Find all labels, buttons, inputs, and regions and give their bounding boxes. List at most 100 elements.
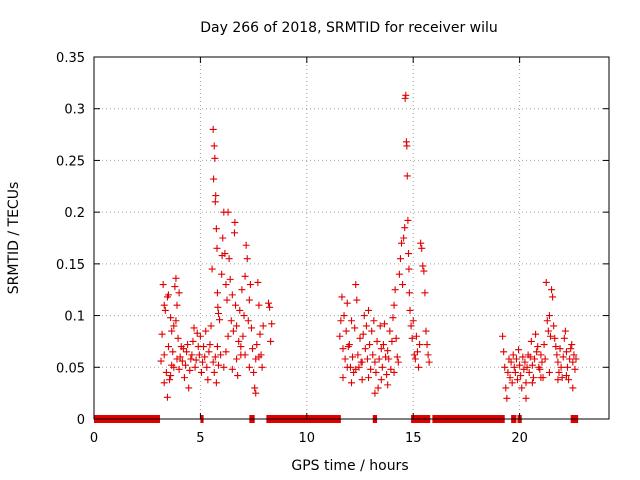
y-tick-label: 0.2 — [64, 206, 85, 221]
y-tick-label: 0 — [77, 413, 85, 428]
data-point — [210, 175, 218, 183]
data-point — [267, 337, 275, 345]
data-point — [228, 291, 236, 299]
data-point — [342, 327, 350, 335]
x-axis-title: GPS time / hours — [291, 458, 408, 474]
data-point — [389, 314, 397, 322]
data-point — [179, 345, 187, 353]
data-point — [352, 281, 360, 289]
data-point — [537, 374, 545, 382]
data-point — [528, 361, 536, 369]
data-point — [223, 296, 231, 304]
data-point — [522, 394, 530, 402]
y-axis-title: SRMTID / TECUs — [6, 182, 22, 295]
data-point — [340, 312, 348, 320]
data-point — [167, 372, 175, 380]
data-point — [200, 343, 208, 351]
data-point — [405, 265, 413, 273]
data-point — [507, 358, 515, 366]
data-point — [406, 306, 414, 314]
data-point — [208, 265, 216, 273]
data-point — [249, 345, 257, 353]
data-point — [205, 348, 213, 356]
data-point — [172, 274, 180, 282]
data-point — [231, 218, 239, 226]
data-point — [242, 241, 250, 249]
data-point — [180, 374, 188, 382]
data-point — [209, 358, 217, 366]
data-point — [214, 310, 222, 318]
data-point — [554, 358, 562, 366]
data-point — [246, 281, 254, 289]
data-point — [203, 363, 211, 371]
data-point — [212, 225, 220, 233]
data-point — [345, 341, 353, 349]
data-point — [566, 355, 574, 363]
data-point — [407, 322, 415, 330]
data-point — [399, 281, 407, 289]
data-point — [513, 376, 521, 384]
data-point — [225, 255, 233, 263]
data-point — [210, 142, 218, 150]
data-point — [170, 363, 178, 371]
data-point — [503, 394, 511, 402]
data-point — [561, 327, 569, 335]
data-point — [236, 306, 244, 314]
data-point — [233, 355, 241, 363]
data-point — [362, 322, 370, 330]
data-point — [234, 372, 242, 380]
data-point — [160, 351, 168, 359]
data-point — [182, 361, 190, 369]
data-point — [376, 322, 384, 330]
data-point — [228, 365, 236, 373]
data-point — [193, 329, 201, 337]
data-point — [404, 216, 412, 224]
data-point — [380, 320, 388, 328]
data-point — [544, 327, 552, 335]
y-tick-label: 0.1 — [64, 310, 85, 325]
data-point — [232, 301, 240, 309]
data-point — [532, 330, 540, 338]
data-point — [512, 355, 520, 363]
data-point — [374, 384, 382, 392]
data-point — [567, 345, 575, 353]
data-point — [556, 345, 564, 353]
data-point — [363, 355, 371, 363]
data-point — [178, 357, 186, 365]
data-point — [214, 303, 222, 311]
data-point — [393, 353, 401, 361]
data-point — [187, 355, 195, 363]
data-point — [572, 355, 580, 363]
data-point — [419, 262, 427, 270]
data-point — [343, 299, 351, 307]
data-point — [537, 351, 545, 359]
data-point — [425, 358, 433, 366]
data-point — [522, 379, 530, 387]
data-point — [162, 368, 170, 376]
data-point — [220, 363, 228, 371]
data-point — [252, 389, 260, 397]
data-point — [500, 348, 508, 356]
data-point — [175, 365, 183, 373]
data-point — [266, 303, 274, 311]
data-point — [400, 234, 408, 242]
data-point — [218, 270, 226, 278]
data-point — [171, 283, 179, 291]
data-point — [352, 365, 360, 373]
data-point — [354, 351, 362, 359]
data-point — [564, 363, 572, 371]
data-point — [410, 351, 418, 359]
data-point — [174, 334, 182, 342]
data-point — [224, 208, 232, 216]
data-point — [240, 312, 248, 320]
data-point — [384, 381, 392, 389]
data-point — [558, 374, 566, 382]
data-point — [534, 343, 542, 351]
data-point — [384, 347, 392, 355]
chart-title: Day 266 of 2018, SRMTID for receiver wil… — [200, 20, 498, 36]
data-point — [255, 301, 263, 309]
data-point — [213, 244, 221, 252]
data-point — [551, 334, 559, 342]
data-point — [192, 356, 200, 364]
data-point — [212, 379, 220, 387]
